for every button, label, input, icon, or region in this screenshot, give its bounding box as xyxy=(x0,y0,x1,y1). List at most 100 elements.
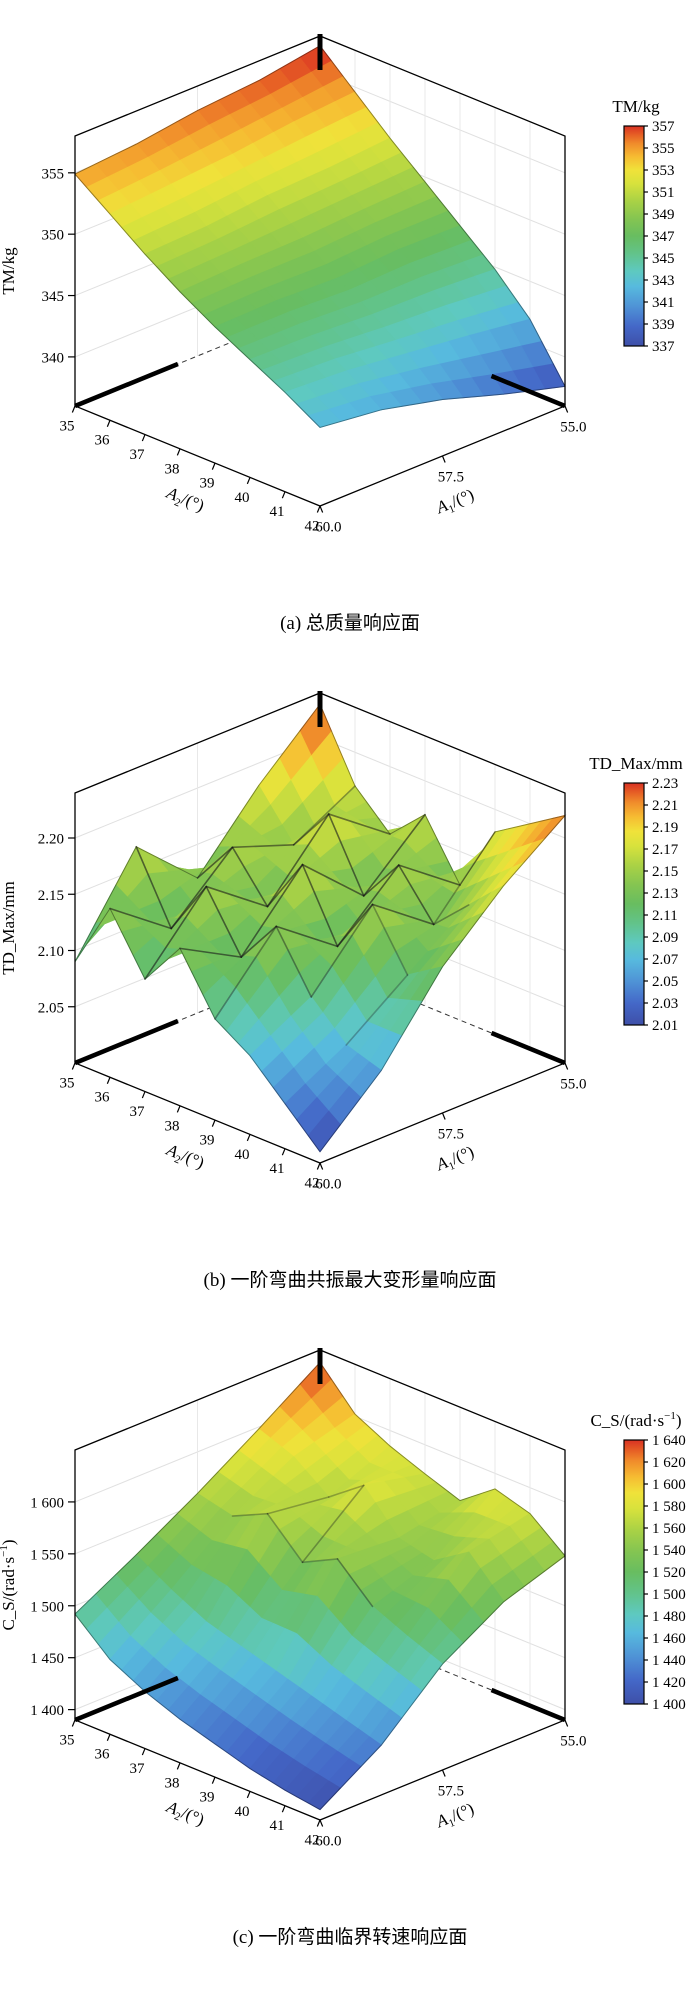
frame-accents xyxy=(74,691,566,1066)
panel-total-mass: 355 350 345 340 TM/kg 35 36 37 38 39 40 41 42 A2/(°) 5… xyxy=(0,6,700,663)
colorbar-tick-label: 2.11 xyxy=(652,908,678,924)
colorbar-tick-label: 1 420 xyxy=(652,1675,686,1691)
colorbar-tick-label: 353 xyxy=(652,163,675,179)
y-axis-title: A1/(°) xyxy=(433,1142,478,1177)
surface-mesh xyxy=(74,1361,566,1811)
z-axis-title: TM/kg xyxy=(0,247,18,295)
colorbar-gradient xyxy=(623,125,645,347)
z-tick-label: 2.15 xyxy=(38,888,64,904)
colorbar-tick-label: 341 xyxy=(652,295,675,311)
caption-total-mass: (a) 总质量响应面 xyxy=(280,613,420,634)
colorbar-gradient xyxy=(623,782,645,1026)
colorbar-tick-label: 2.17 xyxy=(652,842,679,858)
colorbar-tick-label: 1 560 xyxy=(652,1521,686,1537)
panel-critical-speed: 1 600 1 550 1 500 1 450 1 400 C_S/(rad·s−1) 35… xyxy=(0,1320,700,1977)
colorbar-tick-label: 2.23 xyxy=(652,776,678,792)
x-tick-label: 41 xyxy=(270,1161,285,1177)
x-tick-label: 37 xyxy=(130,1761,146,1777)
z-tick-label: 350 xyxy=(42,228,65,244)
z-tick-label: 2.20 xyxy=(38,832,64,848)
x-tick-label: 37 xyxy=(130,447,146,463)
x-tick-label: 40 xyxy=(235,1804,250,1820)
z-tick-label: 340 xyxy=(42,350,65,366)
surface-plot-max-deformation: 2.20 2.15 2.10 2.05 TD_Max/mm 35 36 37 38 39 40 41 4… xyxy=(0,691,683,1192)
z-tick-label: 2.05 xyxy=(38,1000,64,1016)
frame-accents xyxy=(74,1348,566,1723)
colorbar-title: C_S/(rad·s−1) xyxy=(590,1410,681,1430)
x-tick-label: 40 xyxy=(235,490,250,506)
x-tick-label: 35 xyxy=(60,418,75,434)
z-tick-label: 355 xyxy=(42,166,65,182)
surface-creases xyxy=(231,1484,374,1608)
colorbar-tick-label: 2.13 xyxy=(652,886,678,902)
surface-mesh xyxy=(74,45,566,429)
surface-mesh xyxy=(74,703,567,1153)
colorbar-tick-label: 357 xyxy=(652,119,675,135)
x-tick-label: 42 xyxy=(305,1175,320,1191)
colorbar-tick-label: 349 xyxy=(652,207,675,223)
x-tick-label: 38 xyxy=(165,1775,180,1791)
z-tick-label: 345 xyxy=(42,289,65,305)
y-tick-label: 55.0 xyxy=(560,1076,586,1092)
x-tick-label: 36 xyxy=(95,433,111,449)
colorbar-gradient xyxy=(623,1439,645,1705)
x-tick-label: 41 xyxy=(270,504,285,520)
colorbar-tick-label: 1 460 xyxy=(652,1631,686,1647)
z-tick-label: 1 550 xyxy=(30,1547,64,1563)
caption-max-deformation: (b) 一阶弯曲共振最大变形量响应面 xyxy=(203,1270,497,1291)
colorbar-title: TM/kg xyxy=(612,97,660,116)
colorbar: 357 355 353 351 349 347 345 343 341 339 337 TM/kg xyxy=(612,97,675,355)
colorbar-tick-label: 351 xyxy=(652,185,675,201)
y-tick-label: 60.0 xyxy=(315,1176,341,1192)
y-tick-label: 57.5 xyxy=(438,1783,464,1799)
surface-plot-critical-speed: 1 600 1 550 1 500 1 450 1 400 C_S/(rad·s−1) 35… xyxy=(0,1348,686,1849)
colorbar-tick-label: 2.05 xyxy=(652,974,678,990)
y-tick-label: 55.0 xyxy=(560,1733,586,1749)
colorbar-tick-label: 1 620 xyxy=(652,1455,686,1471)
y-tick-label: 57.5 xyxy=(438,1126,464,1142)
y-tick-label: 57.5 xyxy=(438,469,464,485)
x-tick-label: 39 xyxy=(200,1133,215,1149)
z-tick-label: 1 600 xyxy=(30,1495,64,1511)
x-tick-label: 37 xyxy=(130,1104,146,1120)
x-tick-label: 35 xyxy=(60,1732,75,1748)
z-axis-title: TD_Max/mm xyxy=(0,881,18,975)
colorbar-tick-label: 2.15 xyxy=(652,864,678,880)
z-axis-title: C_S/(rad·s−1) xyxy=(0,1539,18,1630)
x-tick-label: 39 xyxy=(200,1790,215,1806)
colorbar: 2.23 2.21 2.19 2.17 2.15 2.13 2.11 2.09 2.07 2.05… xyxy=(589,754,683,1034)
x-tick-label: 36 xyxy=(95,1747,111,1763)
colorbar-tick-label: 2.09 xyxy=(652,930,678,946)
x-tick-label: 35 xyxy=(60,1075,75,1091)
z-tick-label: 1 450 xyxy=(30,1651,64,1667)
caption-critical-speed: (c) 一阶弯曲临界转速响应面 xyxy=(232,1927,468,1948)
x-tick-label: 38 xyxy=(165,1118,180,1134)
colorbar-title: TD_Max/mm xyxy=(589,754,683,773)
colorbar-tick-label: 2.07 xyxy=(652,952,679,968)
y-axis-title: A1/(°) xyxy=(433,485,478,520)
colorbar-tick-label: 1 600 xyxy=(652,1477,686,1493)
surface-creases xyxy=(109,785,496,1046)
z-tick-label: 2.10 xyxy=(38,944,64,960)
colorbar-tick-label: 1 400 xyxy=(652,1697,686,1713)
colorbar-tick-label: 343 xyxy=(652,273,675,289)
y-tick-label: 60.0 xyxy=(315,1833,341,1849)
colorbar-tick-label: 347 xyxy=(652,229,675,245)
colorbar-tick-label: 1 480 xyxy=(652,1609,686,1625)
colorbar-tick-label: 2.21 xyxy=(652,798,678,814)
frame-accents xyxy=(74,34,566,409)
colorbar-tick-label: 1 500 xyxy=(652,1587,686,1603)
x-tick-label: 41 xyxy=(270,1818,285,1834)
y-tick-label: 60.0 xyxy=(315,519,341,535)
y-axis-title: A1/(°) xyxy=(433,1799,478,1834)
colorbar-tick-label: 2.03 xyxy=(652,996,678,1012)
colorbar-tick-label: 1 580 xyxy=(652,1499,686,1515)
x-tick-label: 39 xyxy=(200,476,215,492)
colorbar-tick-label: 2.19 xyxy=(652,820,678,836)
colorbar-tick-label: 1 640 xyxy=(652,1433,686,1449)
z-tick-label: 1 500 xyxy=(30,1599,64,1615)
colorbar-tick-label: 345 xyxy=(652,251,675,267)
x-tick-label: 36 xyxy=(95,1090,111,1106)
colorbar-tick-label: 2.01 xyxy=(652,1018,678,1034)
